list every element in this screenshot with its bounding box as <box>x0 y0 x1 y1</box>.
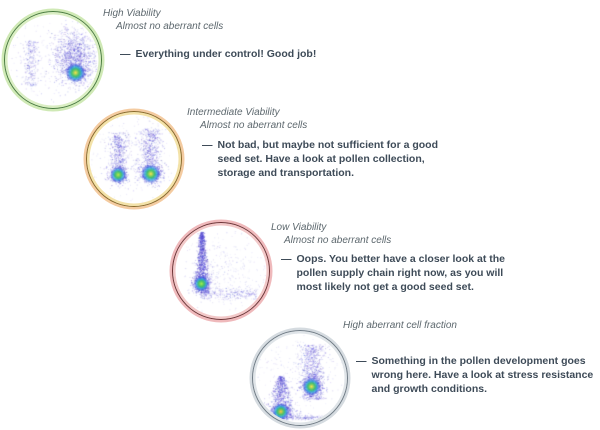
panel-label-line1: Intermediate Viability <box>187 107 280 118</box>
panel-label-line2: Almost no aberrant cells <box>200 119 308 131</box>
annotation-text: Oops. You better have a closer look at t… <box>296 253 506 293</box>
annotation-dash: — <box>281 253 292 265</box>
annotation-text: Everything under control! Good job! <box>135 48 317 60</box>
annotation-dash: — <box>120 48 131 60</box>
flow-cytometry-plot-high-aberrant <box>252 330 348 426</box>
panel-label: Intermediate Viability Almost no aberran… <box>187 107 307 132</box>
panel-label-line2: Almost no aberrant cells <box>116 20 224 32</box>
scatter-canvas-low-viability <box>172 222 270 320</box>
panel-label-line2: Almost no aberrant cells <box>284 234 392 246</box>
panel-label: Low Viability Almost no aberrant cells <box>271 222 391 247</box>
panel-label-line1: Low Viability <box>271 222 327 233</box>
panel-annotation: — Everything under control! Good job! <box>120 47 420 61</box>
flow-cytometry-plot-high-viability <box>4 11 102 109</box>
panel-annotation: — Not bad, but maybe not sufficient for … <box>202 138 458 180</box>
panel-label-line1: High Viability <box>103 8 161 19</box>
panel-annotation: — Oops. You better have a closer look at… <box>281 252 525 294</box>
annotation-dash: — <box>356 355 367 367</box>
panel-annotation: — Something in the pollen development go… <box>356 354 598 396</box>
scatter-canvas-intermediate-viability <box>86 111 182 207</box>
scatter-canvas-high-viability <box>4 11 102 109</box>
annotation-text: Something in the pollen development goes… <box>371 355 594 395</box>
scatter-canvas-high-aberrant <box>252 330 348 426</box>
annotation-text: Not bad, but maybe not sufficient for a … <box>217 139 439 179</box>
flow-cytometry-plot-low-viability <box>172 222 270 320</box>
annotation-dash: — <box>202 139 213 151</box>
panel-label: High aberrant cell fraction <box>343 320 457 333</box>
panel-label: High Viability Almost no aberrant cells <box>103 8 223 33</box>
flow-cytometry-plot-intermediate-viability <box>86 111 182 207</box>
panel-label-line1: High aberrant cell fraction <box>343 320 457 331</box>
